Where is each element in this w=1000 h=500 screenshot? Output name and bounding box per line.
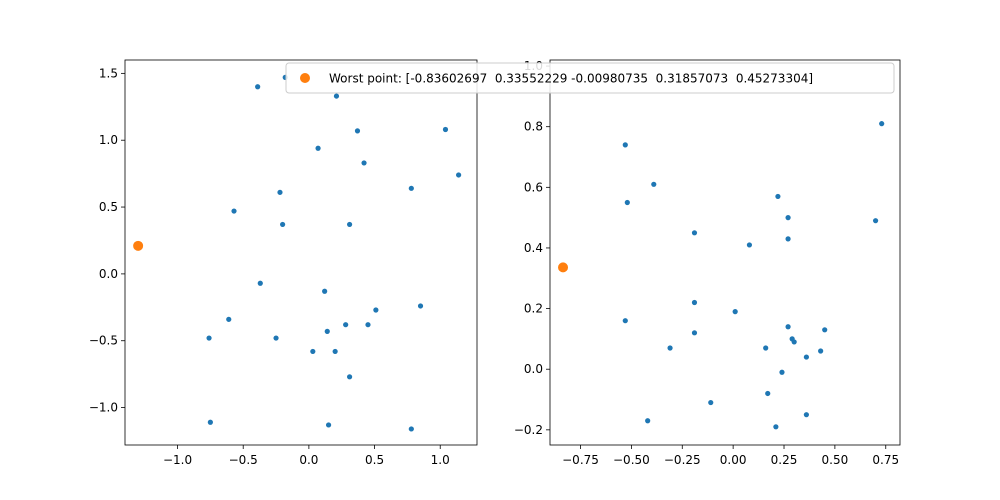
data-point: [255, 84, 261, 90]
y-tick-label: −0.5: [89, 334, 118, 348]
data-point: [763, 345, 769, 351]
data-point: [818, 348, 824, 354]
x-tick-label: 1.0: [431, 453, 450, 467]
data-point: [872, 218, 879, 224]
y-tick-label: 0.5: [99, 200, 118, 214]
data-point: [879, 121, 885, 127]
data-point: [280, 221, 286, 228]
axes-frame: [549, 59, 901, 446]
x-tick-label: −1.0: [163, 453, 192, 467]
data-point: [408, 426, 414, 432]
worst-point-marker: [133, 240, 144, 251]
x-tick-label: −0.25: [664, 453, 701, 467]
data-point: [622, 142, 628, 148]
data-point: [785, 215, 791, 221]
data-point: [651, 181, 657, 187]
data-point: [277, 189, 283, 195]
data-point: [315, 145, 321, 151]
data-point: [791, 339, 797, 345]
y-tick-label: 0.0: [524, 362, 543, 376]
data-point: [785, 236, 791, 242]
data-point: [365, 322, 371, 328]
data-point: [691, 299, 698, 306]
data-point: [231, 208, 237, 214]
data-point: [746, 242, 753, 248]
axes-frame: [124, 59, 478, 446]
data-point: [691, 330, 698, 336]
data-point: [361, 160, 367, 166]
data-point: [622, 318, 628, 324]
data-point: [442, 126, 449, 133]
data-point: [822, 327, 828, 333]
data-point: [775, 193, 781, 200]
data-point: [691, 230, 698, 236]
x-tick-label: 0.75: [872, 453, 899, 467]
data-point: [310, 348, 316, 355]
x-tick-label: −0.50: [613, 453, 650, 467]
data-point: [803, 412, 809, 418]
data-point: [624, 199, 630, 206]
x-tick-label: 0.00: [720, 453, 747, 467]
data-point: [273, 335, 279, 341]
legend-label: Worst point: [-0.83602697 0.33552229 -0.…: [329, 72, 813, 86]
left-scatter-plot: −1.0 −0.5 0.0 0.5 1.0 −1.0 −0.5 0.0 0.5 1.0 1.5: [89, 59, 478, 467]
legend-marker: [300, 73, 310, 83]
data-point: [732, 309, 738, 315]
x-tick-label: 0.50: [822, 453, 849, 467]
data-point: [343, 322, 349, 328]
y-tick-label: 0.6: [524, 180, 543, 194]
y-tick-label: −1.0: [89, 401, 118, 415]
data-point: [324, 328, 330, 334]
data-point: [645, 418, 651, 424]
y-tick-label: 0.8: [524, 120, 543, 134]
x-tick-label: 0.0: [299, 453, 318, 467]
x-tick-label: −0.5: [229, 453, 258, 467]
data-point: [333, 93, 340, 99]
data-point: [667, 345, 673, 351]
y-tick-label: −0.2: [514, 423, 543, 437]
data-point: [779, 369, 785, 375]
x-tick-label: 0.25: [771, 453, 798, 467]
data-point: [207, 419, 213, 425]
legend-box: [285, 62, 895, 94]
data-point: [354, 128, 361, 134]
y-tick-label: 0.2: [524, 302, 543, 316]
data-point: [456, 172, 462, 178]
data-point: [206, 335, 212, 341]
data-point: [346, 374, 353, 380]
worst-point-marker: [558, 262, 569, 273]
data-point: [773, 424, 779, 430]
data-point: [332, 348, 338, 355]
data-point: [346, 221, 353, 228]
x-tick-label: −0.75: [562, 453, 599, 467]
data-point: [765, 390, 771, 397]
data-point: [803, 354, 809, 360]
data-point: [325, 422, 332, 428]
x-tick-label: 0.5: [365, 453, 384, 467]
y-tick-label: 0.4: [524, 241, 543, 255]
y-tick-label: 1.0: [99, 133, 118, 147]
y-tick-label: 0.0: [99, 267, 118, 281]
data-point: [226, 316, 232, 322]
legend: Worst point: [-0.83602697 0.33552229 -0.…: [285, 62, 895, 94]
data-point: [257, 280, 263, 286]
data-point: [373, 307, 379, 313]
data-point: [408, 185, 414, 191]
data-point: [708, 399, 714, 406]
y-tick-label: 1.5: [99, 66, 118, 80]
data-point: [417, 303, 424, 309]
data-point: [785, 324, 791, 330]
data-point: [322, 288, 328, 294]
